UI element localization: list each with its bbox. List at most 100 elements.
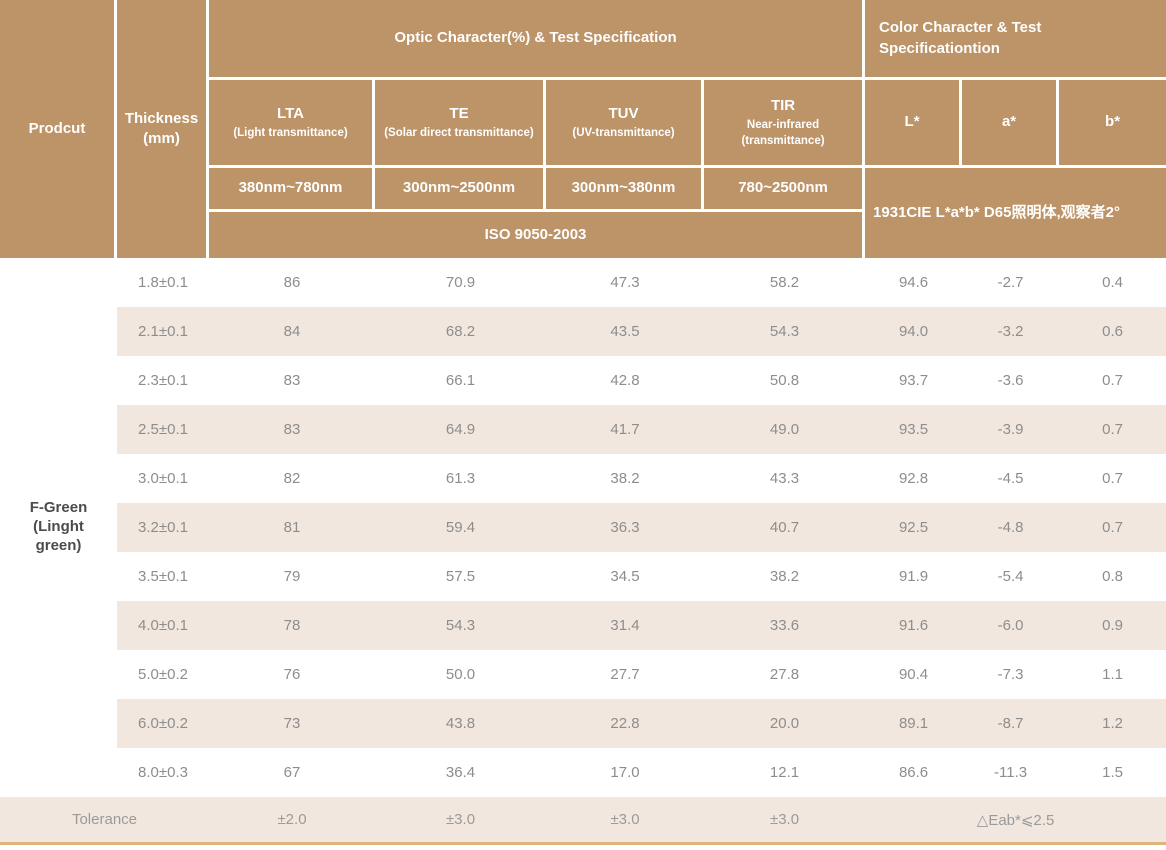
col-name-lta: LTA [277,104,304,122]
cell-thickness: 3.2±0.1 [117,503,209,552]
cell-lstar: 91.9 [865,552,963,601]
header-thickness-label: Thickness (mm) [124,109,199,147]
header-col-tuv: TUV (UV-transmittance) [546,80,704,168]
cell-lta: 76 [209,650,375,699]
header-color-group-label: Color Character & Test Specificationtion [879,19,1042,57]
header-col-tir: TIR Near-infrared (transmittance) [704,80,866,168]
cell-lstar: 91.6 [865,601,963,650]
range-tuv: 300nm~380nm [546,168,704,212]
cell-tir: 40.7 [704,503,866,552]
cell-lta: 73 [209,699,375,748]
table-row: 2.5±0.1 83 64.9 41.7 49.0 93.5 -3.9 0.7 [0,405,1166,454]
cell-tuv: 47.3 [546,258,704,307]
range-tir: 780~2500nm [704,168,866,212]
cell-astar: -7.3 [962,650,1060,699]
header-product: Prodcut [0,0,117,258]
cell-thickness: 3.0±0.1 [117,454,209,503]
cell-lta: 67 [209,748,375,797]
cell-te: 66.1 [375,356,546,405]
cell-lta: 79 [209,552,375,601]
cell-bstar: 0.4 [1059,258,1166,307]
cell-tuv: 34.5 [546,552,704,601]
cell-lstar: 93.7 [865,356,963,405]
cell-tuv: 38.2 [546,454,704,503]
product-name-cell: F-Green (Linght green) [0,258,117,797]
cell-tir: 43.3 [704,454,866,503]
cell-tir: 20.0 [704,699,866,748]
tolerance-label: Tolerance [0,797,209,845]
cell-te: 64.9 [375,405,546,454]
header-col-bstar: b* [1059,80,1166,168]
table-row: 2.3±0.1 83 66.1 42.8 50.8 93.7 -3.6 0.7 [0,356,1166,405]
col-sub-te: (Solar direct transmittance) [384,126,534,139]
header-col-te: TE (Solar direct transmittance) [375,80,546,168]
tolerance-te: ±3.0 [375,797,546,845]
header-col-astar: a* [962,80,1060,168]
cell-astar: -4.8 [962,503,1060,552]
cell-bstar: 1.1 [1059,650,1166,699]
col-name-te: TE [449,104,469,122]
cell-tir: 12.1 [704,748,866,797]
table-row: 3.5±0.1 79 57.5 34.5 38.2 91.9 -5.4 0.8 [0,552,1166,601]
cell-bstar: 0.9 [1059,601,1166,650]
cell-astar: -5.4 [962,552,1060,601]
cell-tir: 33.6 [704,601,866,650]
header-color-group: Color Character & Test Specificationtion [865,0,1166,80]
table-row: 3.0±0.1 82 61.3 38.2 43.3 92.8 -4.5 0.7 [0,454,1166,503]
cell-lstar: 86.6 [865,748,963,797]
cell-bstar: 0.7 [1059,503,1166,552]
cell-tir: 50.8 [704,356,866,405]
cell-bstar: 0.7 [1059,454,1166,503]
cell-astar: -2.7 [962,258,1060,307]
product-name: F-Green (Linght green) [29,499,88,554]
header-thickness: Thickness (mm) [117,0,209,258]
table-row: 3.2±0.1 81 59.4 36.3 40.7 92.5 -4.8 0.7 [0,503,1166,552]
cell-bstar: 1.2 [1059,699,1166,748]
col-sub-tuv: (UV-transmittance) [572,126,675,139]
cell-tir: 49.0 [704,405,866,454]
tolerance-lta: ±2.0 [209,797,375,845]
cell-thickness: 6.0±0.2 [117,699,209,748]
cell-lstar: 94.6 [865,258,963,307]
table-row: 2.1±0.1 84 68.2 43.5 54.3 94.0 -3.2 0.6 [0,307,1166,356]
cell-astar: -6.0 [962,601,1060,650]
cell-thickness: 2.5±0.1 [117,405,209,454]
table-row: F-Green (Linght green) 1.8±0.1 86 70.9 4… [0,258,1166,797]
cell-lta: 78 [209,601,375,650]
cell-lstar: 94.0 [865,307,963,356]
cell-tuv: 27.7 [546,650,704,699]
cell-tuv: 42.8 [546,356,704,405]
range-te: 300nm~2500nm [375,168,546,212]
cell-lta: 83 [209,405,375,454]
header-col-lta: LTA (Light transmittance) [209,80,375,168]
cell-bstar: 0.6 [1059,307,1166,356]
cell-astar: -3.6 [962,356,1060,405]
cell-lta: 86 [209,258,375,307]
cell-te: 57.5 [375,552,546,601]
cell-tuv: 31.4 [546,601,704,650]
cell-lstar: 90.4 [865,650,963,699]
col-name-tir: TIR [770,96,796,114]
cell-astar: -8.7 [962,699,1060,748]
cell-lta: 82 [209,454,375,503]
tolerance-color-delta: △Eab*⩽2.5 [865,797,1166,845]
header-cie-spec: 1931CIE L*a*b* D65照明体,观察者2° [865,168,1166,258]
range-lta: 380nm~780nm [209,168,375,212]
cell-tir: 27.8 [704,650,866,699]
tolerance-tir: ±3.0 [704,797,866,845]
cell-tir: 58.2 [704,258,866,307]
cell-te: 50.0 [375,650,546,699]
cell-bstar: 0.8 [1059,552,1166,601]
cell-tir: 54.3 [704,307,866,356]
tolerance-tuv: ±3.0 [546,797,704,845]
cell-tuv: 41.7 [546,405,704,454]
cell-thickness: 2.1±0.1 [117,307,209,356]
tolerance-row: Tolerance ±2.0 ±3.0 ±3.0 ±3.0 △Eab*⩽2.5 [0,797,1166,845]
table-row: 6.0±0.2 73 43.8 22.8 20.0 89.1 -8.7 1.2 [0,699,1166,748]
cell-thickness: 5.0±0.2 [117,650,209,699]
cell-bstar: 0.7 [1059,356,1166,405]
cell-lstar: 89.1 [865,699,963,748]
cell-astar: -4.5 [962,454,1060,503]
cell-bstar: 0.7 [1059,405,1166,454]
